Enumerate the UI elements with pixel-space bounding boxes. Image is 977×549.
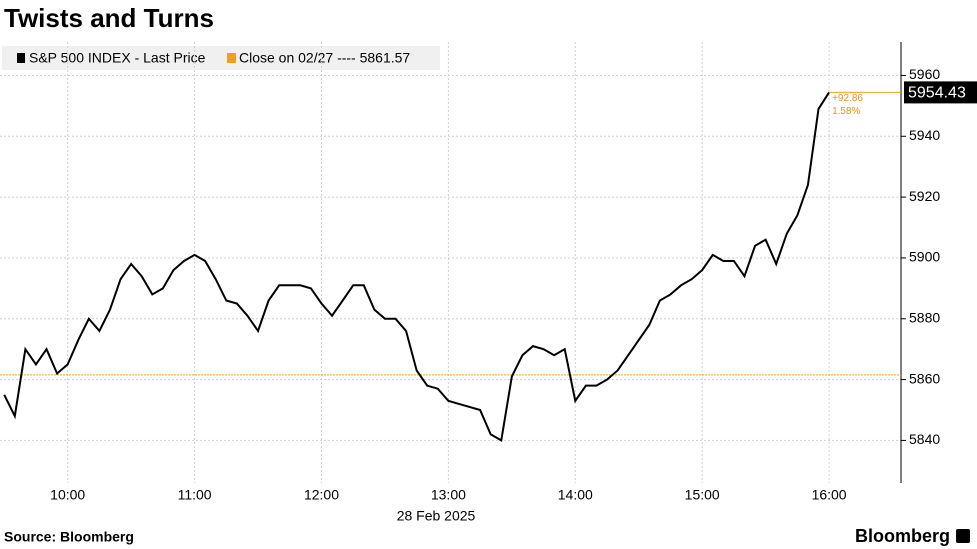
change-label: 1.58% bbox=[832, 106, 860, 117]
legend-box bbox=[2, 46, 440, 70]
legend-entry: S&P 500 INDEX - Last Price bbox=[29, 50, 206, 66]
brand-icon bbox=[956, 529, 970, 543]
x-tick-label: 12:00 bbox=[304, 487, 339, 503]
brand: Bloomberg bbox=[855, 526, 950, 546]
y-tick-label: 5900 bbox=[909, 249, 940, 265]
legend-entry: Close on 02/27 ---- 5861.57 bbox=[239, 50, 410, 66]
price-line bbox=[3, 91, 830, 443]
y-tick-label: 5860 bbox=[909, 370, 940, 386]
y-tick-label: 5840 bbox=[909, 431, 940, 447]
last-price-box bbox=[904, 81, 977, 104]
source: Source: Bloomberg bbox=[4, 529, 134, 545]
x-tick-label: 11:00 bbox=[178, 487, 212, 503]
last-price-label: 5954.43 bbox=[908, 85, 966, 102]
x-tick-label: 16:00 bbox=[812, 487, 847, 503]
y-tick-label: 5880 bbox=[909, 309, 940, 325]
x-tick-label: 10:00 bbox=[50, 487, 85, 503]
x-axis-label: 28 Feb 2025 bbox=[397, 508, 476, 524]
chart-title: Twists and Turns bbox=[4, 3, 214, 33]
x-tick-label: 15:00 bbox=[685, 487, 720, 503]
legend-swatch bbox=[17, 53, 25, 63]
x-tick-label: 14:00 bbox=[558, 487, 593, 503]
y-tick-label: 5940 bbox=[909, 127, 940, 143]
y-tick-label: 5920 bbox=[909, 188, 940, 204]
x-tick-label: 13:00 bbox=[431, 487, 466, 503]
change-label: +92.86 bbox=[832, 93, 863, 104]
y-tick-label: 5960 bbox=[909, 66, 940, 82]
legend-swatch bbox=[227, 53, 236, 63]
